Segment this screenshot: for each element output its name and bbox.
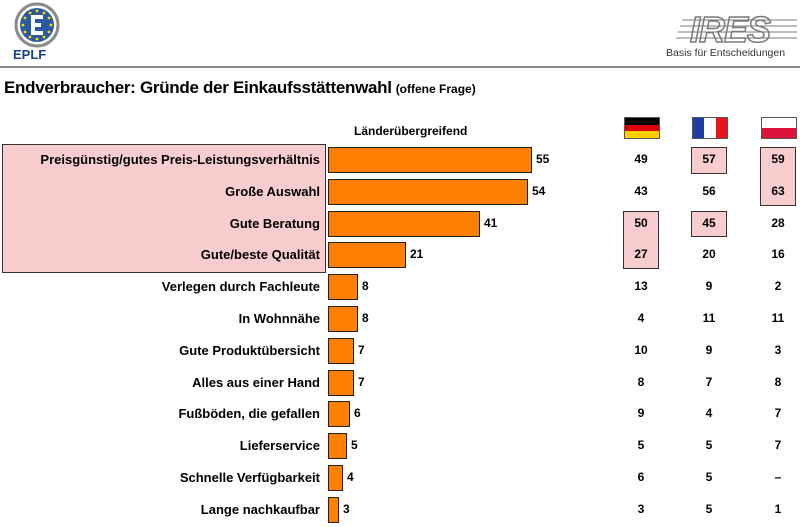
- country-value: 8: [774, 374, 782, 389]
- bar: [328, 433, 347, 460]
- bar: [328, 242, 406, 269]
- country-highlight-box: [691, 147, 727, 174]
- bar: [328, 210, 480, 237]
- country-value: 20: [702, 247, 716, 262]
- country-value: 1: [774, 501, 782, 516]
- country-highlight-box: [691, 210, 727, 238]
- bar-value-label: 21: [410, 247, 424, 262]
- country-value: 50: [634, 215, 648, 230]
- ires-logo-text: IRES: [690, 10, 771, 50]
- country-value: 6: [637, 469, 645, 484]
- country-value: 9: [637, 406, 645, 421]
- bar: [328, 464, 343, 491]
- bar-value-label: 8: [362, 310, 369, 325]
- bar-value-label: 7: [358, 342, 365, 357]
- category-label: Große Auswahl: [225, 183, 320, 199]
- country-value: 49: [634, 151, 648, 166]
- country-value: 7: [774, 438, 782, 453]
- bar-value-label: 7: [358, 374, 365, 389]
- country-value: 16: [771, 247, 785, 262]
- category-label: Verlegen durch Fachleute: [161, 279, 320, 295]
- bar: [328, 401, 350, 428]
- category-label: Gute/beste Qualität: [200, 247, 320, 263]
- category-label: Gute Beratung: [229, 215, 320, 231]
- country-value: 7: [774, 406, 782, 421]
- category-label: Gute Produktübersicht: [179, 342, 320, 358]
- country-value: 27: [634, 247, 648, 262]
- title-main: Endverbraucher: Gründe der Einkaufsstätt…: [4, 78, 392, 97]
- header-divider: [0, 66, 800, 68]
- bar: [328, 178, 528, 205]
- country-value: 3: [637, 501, 645, 516]
- bar: [328, 146, 532, 173]
- eplf-logo-text: EPLF: [13, 47, 46, 62]
- category-label: In Wohnnähe: [238, 310, 320, 326]
- france-flag-icon: [692, 117, 728, 139]
- ires-logo: IRES Basis für Entscheidungen: [666, 10, 797, 59]
- country-value: 2: [774, 279, 782, 294]
- bar-value-label: 6: [354, 406, 361, 421]
- country-value: 13: [634, 279, 648, 294]
- bar: [328, 369, 354, 396]
- bar-value-label: 41: [484, 215, 498, 230]
- country-value: 5: [705, 469, 713, 484]
- country-value: 45: [702, 215, 716, 230]
- category-label: Alles aus einer Hand: [192, 374, 320, 390]
- country-value: 4: [637, 310, 645, 325]
- category-label: Schnelle Verfügbarkeit: [179, 469, 320, 485]
- country-value: 8: [637, 374, 645, 389]
- country-value: 5: [637, 438, 645, 453]
- bar: [328, 496, 339, 523]
- bar: [328, 305, 358, 332]
- eplf-logo: EPLF: [13, 2, 60, 62]
- title-sub: (offene Frage): [395, 82, 476, 96]
- bar-value-label: 54: [532, 183, 546, 198]
- country-value: 11: [771, 310, 785, 325]
- bar-value-label: 4: [347, 469, 354, 484]
- page-title: Endverbraucher: Gründe der Einkaufsstätt…: [4, 78, 476, 98]
- country-value: 59: [771, 151, 785, 166]
- highlight-box: [2, 144, 326, 274]
- country-value: 57: [702, 151, 716, 166]
- category-label: Fußböden, die gefallen: [178, 406, 320, 422]
- germany-flag-icon: [624, 117, 660, 139]
- country-highlight-box: [623, 210, 659, 270]
- country-value: 7: [705, 374, 713, 389]
- category-label: Lange nachkaufbar: [200, 501, 320, 517]
- country-value: 63: [771, 183, 785, 198]
- country-highlight-box: [760, 147, 796, 206]
- country-value: 56: [702, 183, 716, 198]
- category-label: Preisgünstig/gutes Preis-Leistungsverhäl…: [40, 151, 320, 167]
- country-value: 10: [634, 342, 648, 357]
- poland-flag-icon: [761, 117, 797, 139]
- country-value: 4: [705, 406, 713, 421]
- category-label: Lieferservice: [239, 438, 320, 454]
- country-value: 3: [774, 342, 782, 357]
- country-value: 5: [705, 501, 713, 516]
- country-value: 9: [705, 279, 713, 294]
- ires-tagline: Basis für Entscheidungen: [666, 47, 785, 59]
- bar-value-label: 55: [536, 151, 550, 166]
- country-value: –: [774, 469, 782, 484]
- country-value: 28: [771, 215, 785, 230]
- bar: [328, 337, 354, 364]
- country-value: 9: [705, 342, 713, 357]
- bar-value-label: 3: [343, 501, 350, 516]
- bar-value-label: 5: [351, 438, 358, 453]
- country-value: 5: [705, 438, 713, 453]
- column-header: Länderübergreifend: [354, 124, 468, 138]
- bar-value-label: 8: [362, 279, 369, 294]
- country-value: 43: [634, 183, 648, 198]
- bar: [328, 274, 358, 301]
- country-value: 11: [702, 310, 716, 325]
